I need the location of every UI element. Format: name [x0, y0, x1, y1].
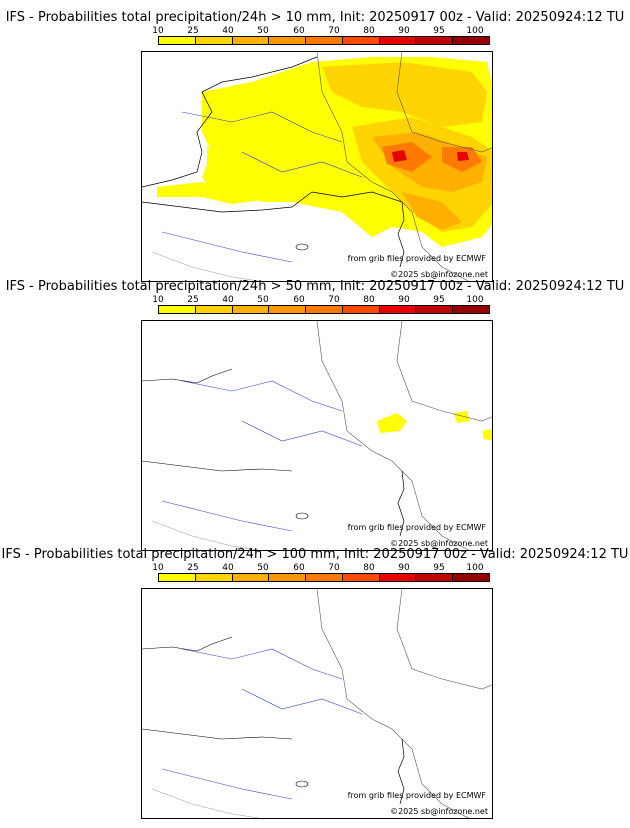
colorbar-label: 40 — [222, 563, 234, 573]
colorbar-label: 60 — [293, 26, 305, 36]
colorbar-swatch — [379, 37, 417, 44]
colorbar — [158, 36, 490, 45]
colorbar-swatch — [195, 37, 233, 44]
colorbar-swatch — [342, 306, 380, 313]
colorbar-label: 60 — [293, 563, 305, 573]
credit-site: ©2025 sb@infozone.net — [390, 270, 488, 279]
map-graphic — [142, 321, 492, 550]
credit-source: from grib files provided by ECMWF — [347, 791, 486, 800]
colorbar-swatch — [232, 574, 270, 581]
colorbar-label: 95 — [433, 26, 445, 36]
colorbar-label: 70 — [328, 295, 340, 305]
colorbar-swatch — [269, 37, 307, 44]
colorbar-label: 70 — [328, 563, 340, 573]
colorbar-swatch — [195, 306, 233, 313]
credit-source: from grib files provided by ECMWF — [347, 254, 486, 263]
colorbar-label: 10 — [152, 295, 164, 305]
colorbar-label: 60 — [293, 295, 305, 305]
map-panel-10mm: IFS - Probabilities total precipitation/… — [0, 10, 630, 282]
colorbar — [158, 305, 490, 314]
colorbar-swatch — [306, 37, 343, 44]
colorbar-swatch — [232, 306, 270, 313]
colorbar-label: 25 — [187, 26, 199, 36]
colorbar-swatch — [159, 306, 196, 313]
colorbar-swatch — [306, 306, 343, 313]
colorbar-label: 90 — [398, 295, 410, 305]
colorbar-label: 95 — [433, 295, 445, 305]
colorbar-label: 40 — [222, 26, 234, 36]
colorbar-label: 70 — [328, 26, 340, 36]
colorbar-label: 40 — [222, 295, 234, 305]
map-area: from grib files provided by ECMWF ©2025 … — [141, 320, 493, 551]
map-area: from grib files provided by ECMWF ©2025 … — [141, 588, 493, 819]
colorbar-label: 100 — [466, 26, 484, 36]
colorbar-swatch — [269, 574, 307, 581]
colorbar-swatch — [416, 574, 454, 581]
map-panel-50mm: IFS - Probabilities total precipitation/… — [0, 279, 630, 551]
colorbar-swatch — [306, 574, 343, 581]
colorbar-label: 80 — [363, 26, 375, 36]
panel-title: IFS - Probabilities total precipitation/… — [5, 279, 625, 294]
colorbar-label: 80 — [363, 295, 375, 305]
colorbar-swatch — [159, 37, 196, 44]
colorbar-swatch — [159, 574, 196, 581]
colorbar-swatch — [453, 37, 490, 44]
colorbar-label: 100 — [466, 295, 484, 305]
colorbar-swatch — [342, 574, 380, 581]
map-panel-100mm: IFS - Probabilities total precipitation/… — [0, 547, 630, 819]
colorbar-swatch — [453, 306, 490, 313]
map-graphic — [142, 52, 492, 281]
colorbar-swatch — [453, 574, 490, 581]
colorbar-label: 80 — [363, 563, 375, 573]
colorbar-swatch — [379, 306, 417, 313]
colorbar-label: 50 — [257, 563, 269, 573]
colorbar-swatch — [195, 574, 233, 581]
colorbar-label: 95 — [433, 563, 445, 573]
credit-site: ©2025 sb@infozone.net — [390, 807, 488, 816]
colorbar-label: 50 — [257, 26, 269, 36]
colorbar-label: 25 — [187, 295, 199, 305]
colorbar-swatch — [416, 37, 454, 44]
colorbar-swatch — [232, 37, 270, 44]
credit-source: from grib files provided by ECMWF — [347, 523, 486, 532]
colorbar-label: 90 — [398, 563, 410, 573]
colorbar-label: 90 — [398, 26, 410, 36]
colorbar-swatch — [269, 306, 307, 313]
map-graphic — [142, 589, 492, 818]
map-area: from grib files provided by ECMWF ©2025 … — [141, 51, 493, 282]
colorbar-label: 25 — [187, 563, 199, 573]
colorbar-swatch — [416, 306, 454, 313]
credit-site: ©2025 sb@infozone.net — [390, 539, 488, 548]
panel-title: IFS - Probabilities total precipitation/… — [1, 547, 629, 562]
colorbar-swatch — [379, 574, 417, 581]
panel-title: IFS - Probabilities total precipitation/… — [5, 10, 625, 25]
colorbar-swatch — [342, 37, 380, 44]
colorbar-label: 10 — [152, 563, 164, 573]
colorbar-label: 10 — [152, 26, 164, 36]
colorbar-label: 100 — [466, 563, 484, 573]
colorbar — [158, 573, 490, 582]
colorbar-label: 50 — [257, 295, 269, 305]
